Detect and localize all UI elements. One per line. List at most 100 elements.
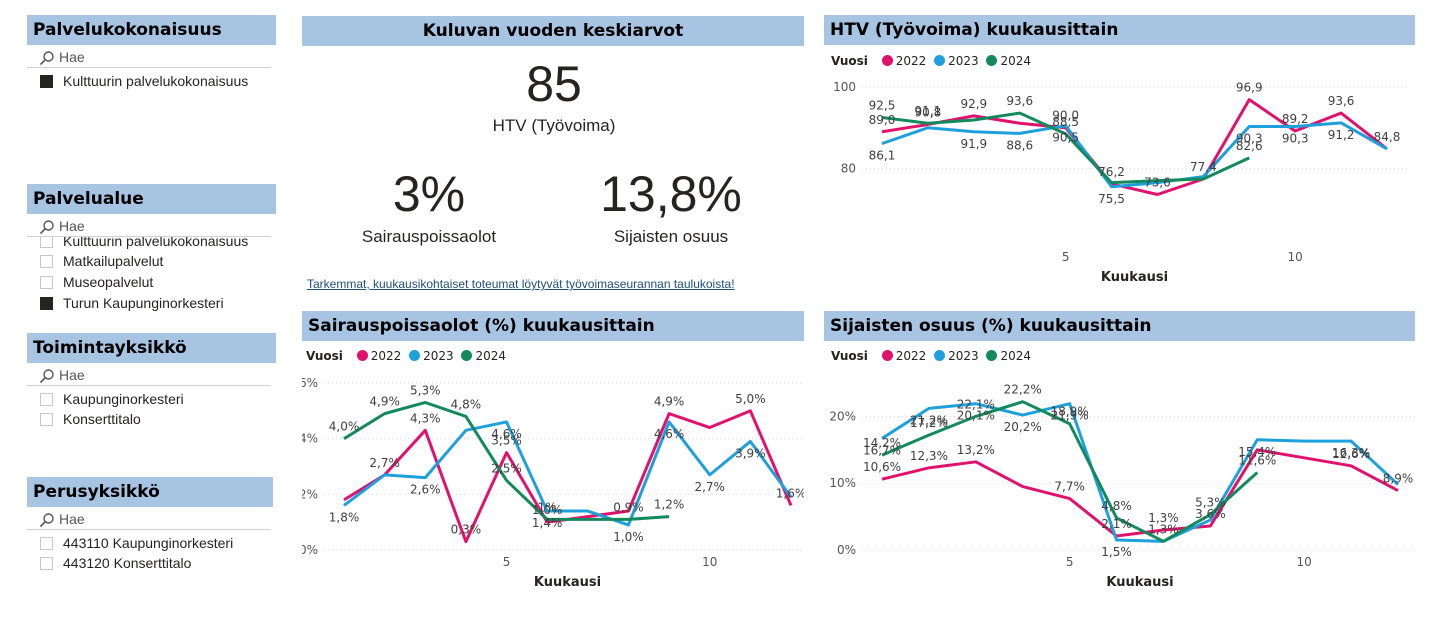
slicer-item-label: Kulttuurin palvelukokonaisuus xyxy=(63,233,249,249)
data-label: 4,8% xyxy=(451,397,482,411)
slicer-item[interactable]: Museopalvelut xyxy=(26,272,153,292)
legend-dot xyxy=(934,350,946,361)
data-label: 1,4% xyxy=(532,516,563,530)
data-label: 11,6% xyxy=(1238,454,1276,468)
slicer-search-palvelualue[interactable]: Hae xyxy=(27,216,271,237)
checkbox[interactable] xyxy=(40,255,53,268)
data-label: 75,5 xyxy=(1098,192,1125,206)
legend-item-2024[interactable]: 2024 xyxy=(982,349,1031,363)
legend-item-2022[interactable]: 2022 xyxy=(878,349,926,363)
x-tick-label: 5 xyxy=(503,555,511,569)
data-label: 5,3% xyxy=(1195,496,1226,510)
legend-item-2023[interactable]: 2023 xyxy=(930,349,979,363)
data-label: 3,5% xyxy=(491,434,522,448)
chart-header-substitute: Sijaisten osuus (%) kuukausittain xyxy=(824,311,1415,341)
data-label: 1,8% xyxy=(329,510,360,524)
series-line-2023[interactable] xyxy=(343,420,793,527)
checkbox[interactable] xyxy=(40,297,53,310)
slicer-header-toimintayksikko: Toimintayksikkö xyxy=(27,333,276,363)
series-line-2023[interactable] xyxy=(881,121,1388,189)
slicer-item[interactable]: Kulttuurin palvelukokonaisuus xyxy=(26,231,248,251)
legend-htv: Vuosi 2022 2023 2024 xyxy=(831,54,1031,68)
data-label: 90,5 xyxy=(1052,131,1079,145)
kpi-header: Kuluvan vuoden keskiarvot xyxy=(302,16,804,46)
legend-item-2023[interactable]: 2023 xyxy=(405,349,454,363)
x-axis-title: Kuukausi xyxy=(534,575,601,590)
series-line-2023[interactable] xyxy=(881,402,1400,543)
sick-leave-line-chart[interactable]: 0% 2% 4% 6% 5 10 Kuukausi 2,7% 4,3% 0,3% 3,5% 1,0% 4… xyxy=(302,370,804,592)
slicer-item-label: 443120 Konserttitalo xyxy=(63,555,192,571)
checkbox[interactable] xyxy=(40,75,53,88)
data-label: 21,9% xyxy=(1051,409,1089,423)
data-label: 4,8% xyxy=(1101,499,1132,513)
legend-title: Vuosi xyxy=(831,54,868,68)
data-label: 93,6 xyxy=(1006,94,1033,108)
data-label: 89,2 xyxy=(1282,112,1309,126)
slicer-item-label: Museopalvelut xyxy=(63,274,154,290)
data-label: 91,1 xyxy=(915,104,942,118)
htv-line-chart[interactable]: 80 100 5 10 Kuukausi 89,0 90,8 92,9 90,0 76,2 73,6… xyxy=(824,75,1415,290)
checkbox[interactable] xyxy=(40,413,53,426)
substitute-label: Sijaisten osuus xyxy=(613,227,729,246)
series-line-2022[interactable] xyxy=(881,448,1399,538)
slicer-item[interactable]: Matkailupalvelut xyxy=(26,251,163,271)
data-label: 90,0 xyxy=(1052,109,1079,123)
data-label: 3,9% xyxy=(735,446,766,460)
substitute-value: 13,8% xyxy=(600,166,742,222)
slicer-search-perusyksikko[interactable]: Hae xyxy=(27,509,271,530)
checkbox[interactable] xyxy=(40,276,53,289)
slicer-item[interactable]: Kaupunginorkesteri xyxy=(26,389,184,409)
legend-item-2022[interactable]: 2022 xyxy=(353,349,401,363)
series-line-2024[interactable] xyxy=(343,400,670,521)
data-label: 76,2 xyxy=(1098,165,1125,179)
legend-dot xyxy=(356,350,368,361)
report-link[interactable]: Tarkemmat, kuukausikohtaiset toteumat lö… xyxy=(307,277,735,291)
legend-item-2024[interactable]: 2024 xyxy=(457,349,506,363)
slicer-item-label: Kaupunginorkesteri xyxy=(63,391,184,407)
y-tick-label: 100 xyxy=(833,80,856,94)
series-line-2024[interactable] xyxy=(881,111,1250,185)
data-label: 22,2% xyxy=(1004,383,1042,397)
legend-item-2022[interactable]: 2022 xyxy=(878,54,926,68)
substitute-line-chart[interactable]: 0% 10% 20% 5 10 Kuukausi 10,6% 12,3% 13,2% 7,7% 2,… xyxy=(824,370,1415,592)
slicer-list-palvelualue: Hae Kulttuurin palvelukokonaisuus Matkai… xyxy=(0,216,280,316)
legend-item-2023[interactable]: 2023 xyxy=(930,54,979,68)
search-placeholder: Hae xyxy=(59,511,85,527)
slicer-item-label: Kulttuurin palvelukokonaisuus xyxy=(63,73,249,89)
data-label: 92,9 xyxy=(960,97,987,111)
slicer-search-palvelukokonaisuus[interactable]: Hae xyxy=(27,47,271,68)
data-label: 0,9% xyxy=(613,500,644,514)
legend-dot xyxy=(934,55,946,66)
slicer-item[interactable]: Konserttitalo xyxy=(26,409,141,429)
data-label: 16,7% xyxy=(863,443,901,457)
data-label: 1,5% xyxy=(1101,545,1132,559)
search-placeholder: Hae xyxy=(59,367,85,383)
search-icon xyxy=(39,220,54,235)
y-tick-label: 0% xyxy=(837,543,856,557)
data-label: 91,9 xyxy=(960,137,987,151)
slicer-item[interactable]: Turun Kaupunginorkesteri xyxy=(26,293,224,313)
legend-substitute: Vuosi 2022 2023 2024 xyxy=(831,349,1031,363)
slicer-item-label: Turun Kaupunginorkesteri xyxy=(63,295,224,311)
data-label: 82,6 xyxy=(1236,139,1263,153)
checkbox[interactable] xyxy=(40,537,53,550)
x-tick-label: 10 xyxy=(1288,250,1303,264)
x-tick-label: 5 xyxy=(1062,250,1070,264)
legend-dot xyxy=(986,55,998,66)
y-tick-label: 0% xyxy=(302,543,318,557)
search-placeholder: Hae xyxy=(59,49,85,65)
slicer-search-toimintayksikko[interactable]: Hae xyxy=(27,365,271,386)
slicer-header-palvelukokonaisuus: Palvelukokonaisuus xyxy=(27,15,276,45)
slicer-item[interactable]: 443110 Kaupunginorkesteri xyxy=(26,533,233,553)
series-line-2022[interactable] xyxy=(881,98,1388,196)
slicer-item[interactable]: Kulttuurin palvelukokonaisuus xyxy=(26,71,248,91)
data-label: 12,6% xyxy=(1332,447,1370,461)
legend-item-2024[interactable]: 2024 xyxy=(982,54,1031,68)
series-line-2024[interactable] xyxy=(881,400,1259,543)
checkbox[interactable] xyxy=(40,557,53,570)
data-label: 1,6% xyxy=(776,486,804,500)
checkbox[interactable] xyxy=(40,393,53,406)
data-label: 21,2% xyxy=(910,413,948,427)
slicer-item[interactable]: 443120 Konserttitalo xyxy=(26,553,191,573)
slicer-header-palvelualue: Palvelualue xyxy=(27,184,276,214)
